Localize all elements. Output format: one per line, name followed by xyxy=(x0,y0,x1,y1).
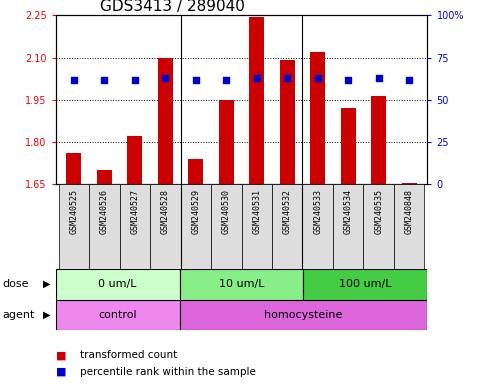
FancyBboxPatch shape xyxy=(180,269,303,300)
Text: 100 um/L: 100 um/L xyxy=(339,279,392,289)
Point xyxy=(375,75,383,81)
Text: dose: dose xyxy=(2,279,29,289)
Point xyxy=(100,76,108,83)
Text: percentile rank within the sample: percentile rank within the sample xyxy=(80,367,256,377)
Text: ■: ■ xyxy=(56,350,66,360)
Bar xyxy=(127,136,142,184)
Point xyxy=(222,76,230,83)
Text: GSM240848: GSM240848 xyxy=(405,189,413,233)
Text: transformed count: transformed count xyxy=(80,350,177,360)
Bar xyxy=(157,58,173,184)
FancyBboxPatch shape xyxy=(56,269,180,300)
Text: GDS3413 / 289040: GDS3413 / 289040 xyxy=(100,0,245,14)
FancyBboxPatch shape xyxy=(58,184,89,269)
Text: 10 um/L: 10 um/L xyxy=(219,279,264,289)
Text: GSM240526: GSM240526 xyxy=(100,189,109,233)
FancyBboxPatch shape xyxy=(211,184,242,269)
Text: 0 um/L: 0 um/L xyxy=(98,279,137,289)
Bar xyxy=(371,96,386,184)
Point xyxy=(131,76,139,83)
FancyBboxPatch shape xyxy=(120,184,150,269)
FancyBboxPatch shape xyxy=(333,184,363,269)
Bar xyxy=(66,153,82,184)
Bar xyxy=(188,159,203,184)
Text: GSM240532: GSM240532 xyxy=(283,189,292,233)
Text: ■: ■ xyxy=(56,367,66,377)
Point xyxy=(405,76,413,83)
Text: GSM240534: GSM240534 xyxy=(344,189,353,233)
Text: ▶: ▶ xyxy=(43,279,51,289)
Text: GSM240535: GSM240535 xyxy=(374,189,383,233)
FancyBboxPatch shape xyxy=(150,184,181,269)
Text: control: control xyxy=(98,310,137,320)
Point xyxy=(192,76,199,83)
Point xyxy=(70,76,78,83)
Point xyxy=(344,76,352,83)
Text: homocysteine: homocysteine xyxy=(264,310,342,320)
Text: GSM240531: GSM240531 xyxy=(252,189,261,233)
Text: agent: agent xyxy=(2,310,35,320)
Point xyxy=(314,75,322,81)
Text: GSM240533: GSM240533 xyxy=(313,189,322,233)
Text: GSM240530: GSM240530 xyxy=(222,189,231,233)
Text: GSM240528: GSM240528 xyxy=(161,189,170,233)
FancyBboxPatch shape xyxy=(363,184,394,269)
FancyBboxPatch shape xyxy=(394,184,425,269)
FancyBboxPatch shape xyxy=(303,269,427,300)
FancyBboxPatch shape xyxy=(302,184,333,269)
Bar xyxy=(341,108,356,184)
Bar xyxy=(249,17,264,184)
Bar xyxy=(280,60,295,184)
FancyBboxPatch shape xyxy=(242,184,272,269)
Point xyxy=(253,75,261,81)
Text: GSM240525: GSM240525 xyxy=(70,189,78,233)
Bar xyxy=(401,183,417,184)
FancyBboxPatch shape xyxy=(272,184,302,269)
Bar xyxy=(310,52,326,184)
Text: GSM240527: GSM240527 xyxy=(130,189,139,233)
FancyBboxPatch shape xyxy=(180,300,427,330)
FancyBboxPatch shape xyxy=(56,300,180,330)
FancyBboxPatch shape xyxy=(89,184,120,269)
Bar xyxy=(97,170,112,184)
Text: GSM240529: GSM240529 xyxy=(191,189,200,233)
Text: ▶: ▶ xyxy=(43,310,51,320)
Bar xyxy=(219,100,234,184)
Point xyxy=(284,75,291,81)
Point xyxy=(161,75,169,81)
FancyBboxPatch shape xyxy=(181,184,211,269)
